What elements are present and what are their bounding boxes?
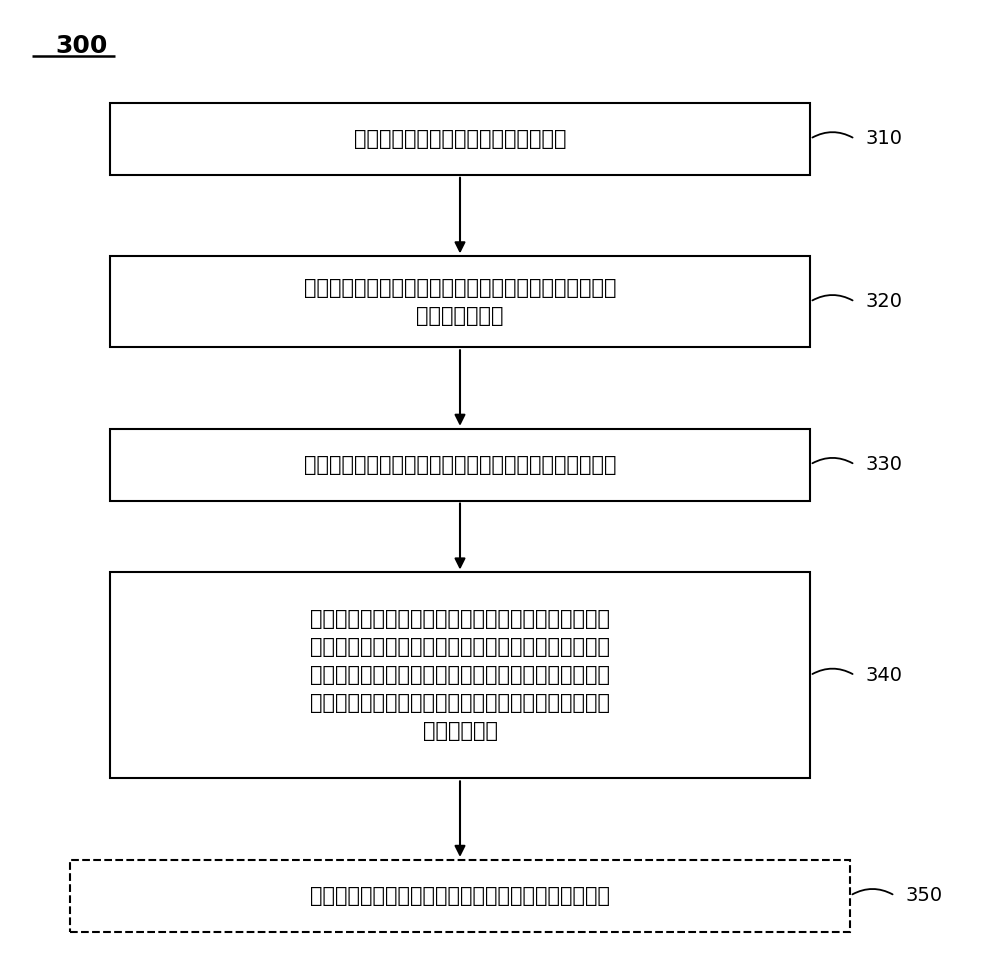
Text: 330: 330 [865,455,902,474]
Text: 310: 310 [865,129,902,148]
Text: 320: 320 [865,292,902,311]
Text: 接收用户的交互操作，并根据该交互操作执行相应操作: 接收用户的交互操作，并根据该交互操作执行相应操作 [310,886,610,905]
Bar [110,573,810,778]
Text: 340: 340 [865,666,902,685]
Bar [110,429,810,500]
Bar [110,257,810,348]
Text: 根据多个特征点的第一位置和第二位置计算投影变换关系: 根据多个特征点的第一位置和第二位置计算投影变换关系 [304,455,616,474]
Text: 获取多个特征点在实际空间的第一位置: 获取多个特征点在实际空间的第一位置 [354,129,566,148]
Bar [70,860,850,931]
Text: 350: 350 [905,886,942,905]
Bar [110,103,810,175]
Text: 采集多个特征点的图像，并基于图像获取多个特征点在图
像中的第二位置: 采集多个特征点的图像，并基于图像获取多个特征点在图 像中的第二位置 [304,278,616,326]
Text: 300: 300 [55,34,107,57]
Text: 根据投影变换关系将治疗头三维模型、治疗床三维模型
和病人三维模型中的一者或二者映射至一显示界面，以
在显示界面中模拟治疗头、治疗床和病人中的一者或二
者的运动，: 根据投影变换关系将治疗头三维模型、治疗床三维模型 和病人三维模型中的一者或二者映… [310,609,610,741]
